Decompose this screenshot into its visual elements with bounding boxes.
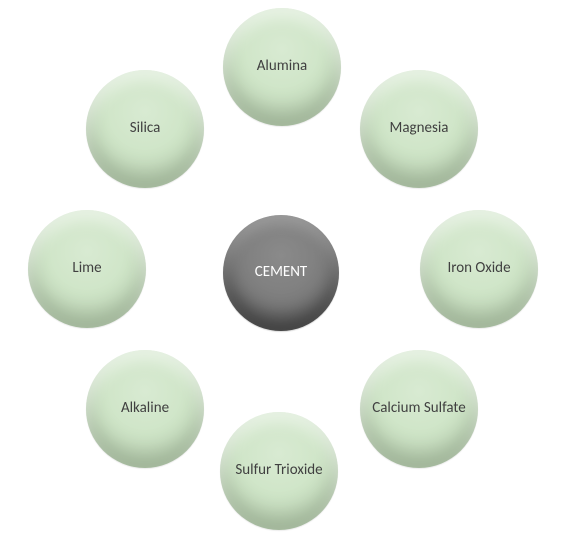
- center-node: CEMENT: [223, 215, 339, 331]
- outer-node-calcium-sulfate: Calcium Sulfate: [360, 350, 478, 468]
- outer-node-magnesia: Magnesia: [360, 70, 478, 188]
- outer-label: Sulfur Trioxide: [228, 462, 330, 479]
- outer-label: Iron Oxide: [428, 260, 530, 277]
- outer-label: Alumina: [231, 58, 333, 75]
- center-label: CEMENT: [231, 264, 331, 281]
- outer-node-alkaline: Alkaline: [86, 350, 204, 468]
- outer-node-alumina: Alumina: [223, 8, 341, 126]
- outer-node-iron-oxide: Iron Oxide: [420, 210, 538, 328]
- outer-label: Calcium Sulfate: [368, 400, 470, 417]
- outer-node-sulfur-trioxide: Sulfur Trioxide: [220, 412, 338, 530]
- diagram-stage: CEMENT Alumina Magnesia Iron Oxide Calci…: [0, 0, 563, 546]
- outer-label: Alkaline: [94, 400, 196, 417]
- outer-node-lime: Lime: [28, 210, 146, 328]
- outer-node-silica: Silica: [86, 70, 204, 188]
- outer-label: Silica: [94, 120, 196, 137]
- outer-label: Lime: [36, 260, 138, 277]
- outer-label: Magnesia: [368, 120, 470, 137]
